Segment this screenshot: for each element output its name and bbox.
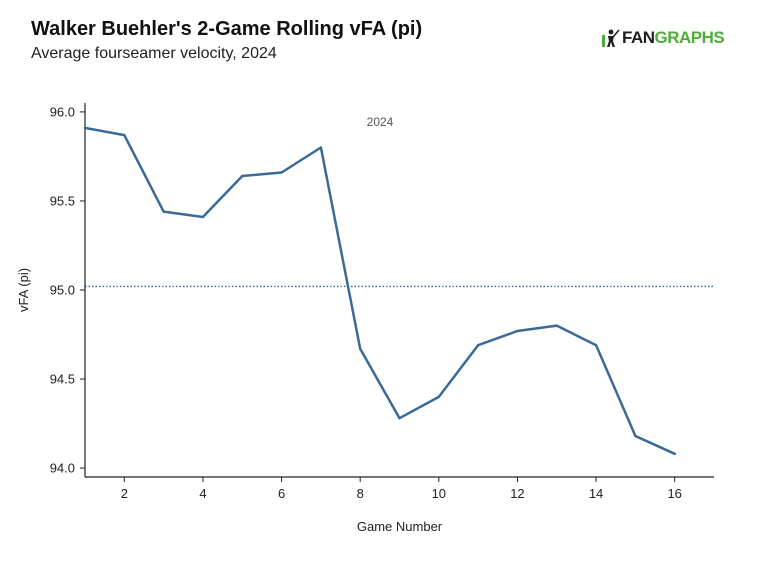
y-tick-label: 95.0: [50, 283, 75, 298]
logo-text-graphs: GRAPHS: [654, 28, 725, 47]
logo-text-fan: FAN: [622, 28, 655, 47]
data-point: [162, 210, 165, 213]
data-point: [358, 347, 362, 350]
y-tick-label: 95.5: [50, 193, 75, 208]
x-tick-label: 10: [432, 486, 446, 501]
chart-title: Walker Buehler's 2-Game Rolling vFA (pi): [31, 18, 423, 40]
data-point: [398, 417, 401, 420]
data-point: [201, 215, 205, 219]
x-tick-label: 2: [121, 486, 128, 501]
data-point: [673, 452, 676, 456]
data-point: [83, 126, 87, 130]
data-point: [123, 133, 126, 137]
chart-subtitle: Average fourseamer velocity, 2024: [31, 45, 277, 62]
year-annotation: 2024: [367, 115, 394, 129]
x-tick-label: 8: [357, 486, 364, 501]
y-tick-label: 94.0: [50, 461, 75, 476]
fangraphs-logo: FAN GRAPHS: [602, 28, 725, 48]
batter-icon: [602, 29, 620, 47]
data-point: [555, 324, 558, 327]
data-point: [280, 171, 283, 174]
y-axis-title: vFA (pi): [16, 268, 31, 312]
axes-layer: [80, 103, 714, 482]
data-point: [594, 344, 598, 347]
y-tick-label: 94.5: [50, 372, 75, 387]
data-point: [319, 146, 323, 149]
data-point: [437, 395, 441, 399]
data-point: [476, 344, 480, 347]
x-tick-label: 16: [667, 486, 681, 501]
data-point: [241, 174, 244, 178]
x-tick-label: 4: [199, 486, 206, 501]
x-tick-label: 14: [589, 486, 603, 501]
label-layer: 94.0 94.5 95.0 95.5 96.0 2 4 6 8 10 12 14 16 Game Num…: [16, 104, 682, 534]
y-tick-label: 96.0: [50, 104, 75, 119]
x-axis-title: Game Number: [357, 519, 443, 534]
series-line: [83, 126, 676, 456]
data-point: [516, 329, 519, 333]
series-layer: [83, 126, 676, 456]
x-tick-label: 12: [510, 486, 524, 501]
data-point: [634, 434, 637, 438]
x-tick-label: 6: [278, 486, 285, 501]
